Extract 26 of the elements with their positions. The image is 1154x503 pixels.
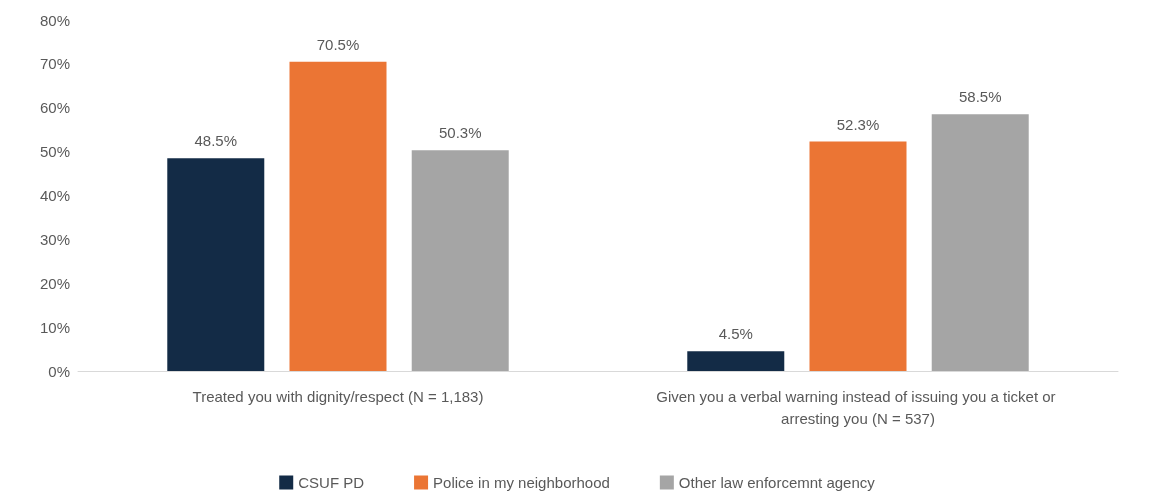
y-tick-label: 20% bbox=[39, 274, 70, 292]
data-label: 50.3% bbox=[438, 124, 482, 142]
x-tick-label: Given you a verbal warning instead of issuing you a ticket or arresting you (N = 537) bbox=[656, 387, 1060, 427]
y-tick-label: 0% bbox=[48, 362, 70, 380]
x-tick-label: Treated you with dignity/respect (N = 1,183) bbox=[192, 387, 484, 405]
bar bbox=[687, 351, 785, 371]
y-tick-label: 60% bbox=[39, 99, 70, 117]
data-label: 58.5% bbox=[958, 88, 1002, 106]
bar bbox=[167, 158, 265, 371]
data-label: 48.5% bbox=[194, 132, 238, 150]
y-tick-label: 70% bbox=[39, 55, 70, 73]
y-tick-label: 10% bbox=[39, 318, 70, 336]
y-tick-label: 80% bbox=[39, 11, 70, 29]
y-tick-label: 40% bbox=[39, 187, 70, 204]
legend-label: Police in my neighborhood bbox=[433, 474, 610, 491]
bar bbox=[289, 61, 387, 371]
y-tick-label: 30% bbox=[39, 230, 70, 248]
legend-label: CSUF PD bbox=[298, 474, 365, 491]
y-tick-label: 50% bbox=[39, 143, 70, 161]
bar bbox=[411, 150, 509, 371]
data-label: 52.3% bbox=[836, 115, 880, 133]
legend-label: Other law enforcemnt agency bbox=[678, 474, 876, 491]
bar bbox=[931, 114, 1029, 371]
bar bbox=[809, 141, 907, 371]
data-label: 4.5% bbox=[718, 325, 753, 343]
data-label: 70.5% bbox=[316, 35, 360, 53]
